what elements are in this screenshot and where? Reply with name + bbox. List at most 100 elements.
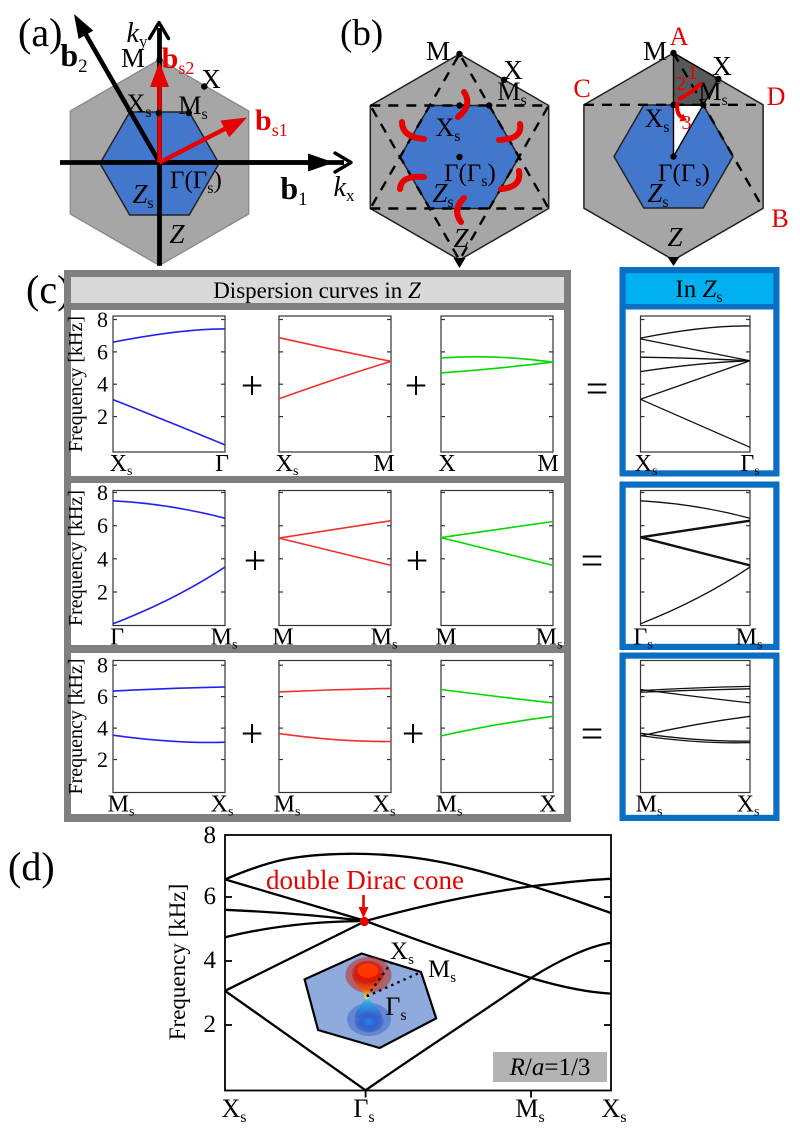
svg-text:X: X [438, 451, 455, 477]
svg-text:Ms: Ms [698, 77, 727, 109]
svg-text:Ms: Ms [515, 1094, 544, 1126]
svg-text:C: C [573, 74, 590, 103]
svg-text:bs2: bs2 [162, 42, 195, 78]
svg-text:Frequency [kHz]: Frequency [kHz] [65, 490, 87, 626]
svg-text:6: 6 [204, 883, 217, 910]
svg-text:(a): (a) [18, 10, 62, 55]
svg-text:Z: Z [667, 222, 683, 252]
svg-text:Ms: Ms [274, 792, 301, 820]
svg-text:Γs: Γs [633, 625, 652, 653]
svg-text:1: 1 [688, 62, 698, 84]
svg-text:2: 2 [676, 73, 686, 95]
svg-text:8: 8 [97, 307, 108, 332]
svg-text:Z: Z [453, 223, 469, 253]
svg-text:M: M [121, 43, 145, 73]
svg-text:4: 4 [97, 546, 108, 571]
svg-text:8: 8 [97, 653, 108, 678]
svg-text:Xs: Xs [635, 451, 658, 479]
svg-text:Ms: Ms [178, 91, 207, 123]
svg-text:Xs: Xs [435, 113, 460, 145]
svg-text:Xs: Xs [126, 89, 151, 121]
svg-text:Γs: Γs [740, 451, 759, 479]
svg-text:Ms: Ms [436, 792, 463, 820]
svg-text:Xs: Xs [211, 792, 234, 820]
svg-text:M: M [537, 451, 558, 477]
svg-text:Zs: Zs [647, 178, 668, 211]
svg-text:A: A [670, 22, 689, 51]
svg-text:Γ(Γs): Γ(Γs) [658, 160, 710, 190]
svg-text:(b): (b) [340, 13, 383, 54]
svg-text:Ms: Ms [428, 956, 456, 986]
svg-text:2: 2 [97, 404, 108, 429]
svg-text:2: 2 [97, 747, 108, 772]
svg-text:Xs: Xs [737, 792, 760, 820]
svg-text:Frequency [kHz]: Frequency [kHz] [65, 316, 87, 452]
svg-text:Γ: Γ [215, 451, 229, 477]
svg-text:=: = [581, 538, 604, 583]
svg-text:Γ(Γs): Γ(Γs) [170, 167, 222, 197]
svg-text:Ms: Ms [211, 625, 238, 653]
svg-text:ky: ky [127, 18, 148, 51]
svg-text:Xs: Xs [390, 938, 414, 968]
svg-text:6: 6 [97, 684, 108, 709]
svg-text:Ms: Ms [536, 625, 563, 653]
svg-text:Xs: Xs [373, 792, 396, 820]
svg-text:(d): (d) [8, 844, 55, 889]
svg-text:Γ: Γ [110, 625, 124, 651]
svg-text:=: = [586, 366, 609, 411]
svg-text:b2: b2 [60, 37, 87, 77]
svg-text:Zs: Zs [132, 179, 153, 212]
svg-text:8: 8 [97, 480, 108, 505]
svg-text:Γs: Γs [385, 992, 406, 1024]
svg-text:+: + [402, 711, 425, 756]
svg-text:+: + [405, 363, 428, 408]
svg-text:M: M [426, 36, 450, 66]
svg-text:Z: Z [169, 219, 185, 249]
svg-text:Ms: Ms [736, 625, 763, 653]
svg-text:M: M [435, 625, 456, 651]
svg-text:Xs: Xs [601, 1094, 626, 1126]
svg-text:R/a=1/3: R/a=1/3 [509, 1054, 591, 1081]
svg-text:Xs: Xs [110, 451, 133, 479]
svg-text:X: X [712, 51, 732, 81]
svg-text:4: 4 [97, 716, 108, 741]
svg-text:B: B [771, 204, 788, 233]
svg-text:Γ(Γs): Γ(Γs) [444, 160, 496, 190]
svg-text:6: 6 [97, 513, 108, 538]
svg-text:bs1: bs1 [255, 104, 288, 140]
svg-text:M: M [373, 451, 394, 477]
svg-text:X: X [539, 792, 556, 818]
svg-text:M: M [643, 36, 667, 66]
svg-text:=: = [581, 711, 604, 756]
svg-text:3: 3 [682, 112, 692, 134]
svg-text:4: 4 [97, 372, 108, 397]
svg-text:+: + [241, 711, 264, 756]
svg-text:2: 2 [97, 580, 108, 605]
svg-text:X: X [503, 55, 523, 85]
svg-text:Ms: Ms [636, 792, 663, 820]
svg-text:Dispersion curves in Z: Dispersion curves in Z [213, 278, 421, 303]
svg-text:+: + [406, 538, 429, 583]
svg-text:Frequency [kHz]: Frequency [kHz] [65, 658, 87, 794]
svg-text:In Zs: In Zs [675, 276, 722, 306]
svg-text:b1: b1 [280, 170, 307, 210]
svg-text:Zs: Zs [432, 178, 453, 211]
svg-text:2: 2 [204, 1011, 217, 1038]
svg-text:Ms: Ms [108, 792, 135, 820]
svg-text:kx: kx [334, 172, 355, 205]
svg-text:Xs: Xs [221, 1094, 246, 1126]
svg-text:Xs: Xs [644, 104, 669, 136]
svg-text:X: X [201, 64, 221, 94]
svg-text:Ms: Ms [497, 77, 526, 109]
svg-text:Xs: Xs [276, 451, 299, 479]
svg-text:8: 8 [204, 822, 217, 849]
svg-text:6: 6 [97, 339, 108, 364]
svg-text:4: 4 [204, 947, 217, 974]
svg-text:D: D [767, 82, 786, 111]
svg-text:+: + [244, 538, 267, 583]
svg-text:+: + [241, 363, 264, 408]
svg-text:double Dirac cone: double Dirac cone [266, 865, 464, 895]
svg-text:M: M [272, 625, 293, 651]
svg-text:Frequency [kHz]: Frequency [kHz] [165, 884, 190, 1040]
svg-text:Ms: Ms [371, 625, 398, 653]
